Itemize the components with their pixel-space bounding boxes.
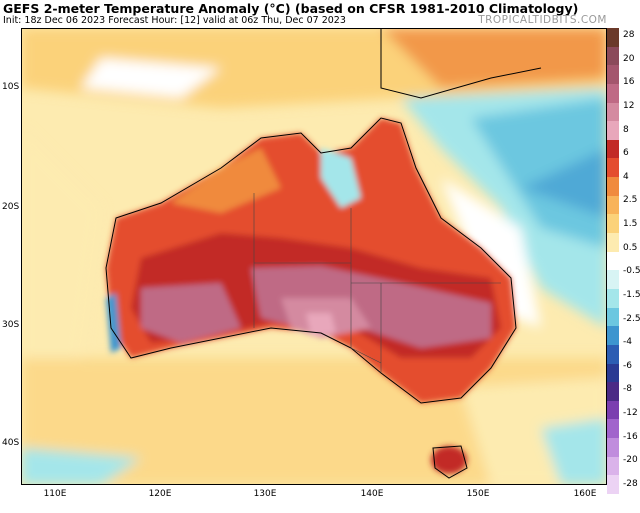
colorbar-label: -0.5 [623,266,640,277]
colorbar-cell [607,382,619,402]
colorbar-label: 0.5 [623,242,638,253]
lat-label-40s: 40S [2,438,20,448]
brand-watermark: TROPICALTIDBITS.COM [478,14,607,26]
colorbar-cell [607,214,619,234]
lon-label-120e: 120E [148,489,172,499]
new-guinea-coastline [380,28,542,99]
colorbar-label: -6 [623,360,632,371]
lon-label-150e: 150E [466,489,490,499]
colorbar-label: 6 [623,148,629,159]
colorbar-cell [607,288,619,309]
colorbar-label: 28 [623,30,635,40]
colorbar-cell [607,46,619,66]
colorbar-cell [607,475,619,495]
colorbar-label: 2.5 [623,195,638,206]
lat-label-30s: 30S [2,320,20,330]
colorbar-cell [607,121,619,141]
colorbar-cell [607,400,619,420]
colorbar-cell [607,456,619,476]
colorbar-label: 20 [623,53,635,64]
colorbar-label: -2.5 [623,313,640,324]
colorbar-cell [607,363,619,383]
colorbar-label: -1.5 [623,289,640,300]
colorbar-cell [607,195,619,215]
australia-anomaly [106,118,516,474]
colorbar-cell [607,65,619,85]
colorbar-cell [607,102,619,122]
chart-subtitle: Init: 18z Dec 06 2023 Forecast Hour: [12… [3,15,346,26]
colorbar-cell [607,307,619,327]
colorbar-label: 8 [623,124,629,135]
chart-title: GEFS 2-meter Temperature Anomaly (°C) (b… [3,1,579,16]
colorbar-label: -12 [623,408,638,419]
map-canvas [21,28,607,485]
australia-coastline [105,117,517,404]
map-frame [21,28,607,485]
lon-label-160e: 160E [573,489,597,499]
lon-label-110e: 110E [43,489,67,499]
colorbar-cell [607,83,619,104]
colorbar-cell [607,233,619,253]
colorbar-cell [607,139,619,159]
colorbar-cell [607,344,619,364]
colorbar-label: -16 [623,431,638,442]
lat-label-10s: 10S [2,82,20,92]
tasmania-coastline [432,445,468,479]
colorbar-cell [607,251,619,271]
colorbar-cell [607,177,619,197]
colorbar-cell [607,28,619,48]
sa-border [350,263,382,364]
lon-label-140e: 140E [360,489,384,499]
colorbar-cell [607,419,619,439]
colorbar-label: 12 [623,100,635,111]
colorbar-label: 16 [623,77,635,88]
colorbar-label: 4 [623,171,629,182]
colorbar-label: -4 [623,337,632,348]
lon-label-130e: 130E [253,489,277,499]
header: GEFS 2-meter Temperature Anomaly (°C) (b… [0,0,640,28]
colorbar-label: -20 [623,455,638,466]
lat-label-20s: 20S [2,202,20,212]
temperature-anomaly-map [21,28,607,485]
colorbar-cell [607,270,619,290]
colorbar-cell [607,158,619,178]
colorbar-cell [607,438,619,458]
colorbar-label: -8 [623,384,632,395]
colorbar [607,28,619,495]
colorbar-cell [607,326,619,346]
colorbar-label: -28 [623,479,638,489]
colorbar-label: 1.5 [623,219,638,230]
